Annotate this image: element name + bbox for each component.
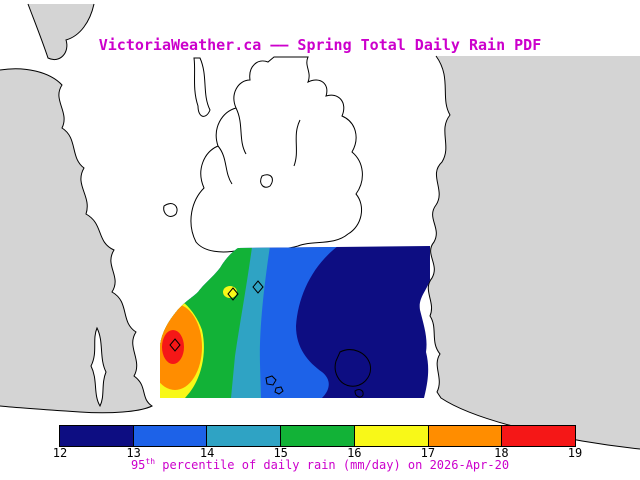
caption-superscript: th [145, 457, 156, 466]
coastline-top-left-island [27, 3, 95, 60]
inlet-notch [90, 326, 107, 408]
inlet-arm-west [193, 57, 211, 117]
colorbar [59, 425, 576, 447]
islet-race-1 [265, 375, 277, 386]
colorbar-segment-18-19 [502, 426, 576, 446]
colorbar-segment-12-13 [60, 426, 134, 446]
band-red-18-19 [162, 330, 184, 364]
caption: 95th percentile of daily rain (mm/day) o… [0, 457, 640, 472]
colorbar-tick-15: 15 [273, 446, 288, 460]
plot-title: VictoriaWeather.ca —— Spring Total Daily… [98, 36, 542, 54]
inlet-line-1 [235, 107, 247, 155]
colorbar-segment-17-18 [428, 426, 503, 446]
colorbar-ticks: 12 13 14 15 16 17 18 19 [53, 446, 582, 460]
colorbar-tick-13: 13 [126, 446, 141, 460]
colorbar-segment-14-15 [207, 426, 282, 446]
peninsula-outline [190, 56, 363, 253]
pond-outline [260, 174, 273, 188]
island-top-left [28, 4, 94, 60]
colorbar-tick-18: 18 [494, 446, 509, 460]
colorbar-tick-12: 12 [52, 446, 68, 460]
sea-right [428, 56, 640, 449]
sea-left [0, 68, 152, 413]
inlet-line-2 [293, 119, 301, 167]
caption-base: 95 [130, 458, 146, 472]
colorbar-segment-16-17 [354, 426, 429, 446]
station-marker-3 [252, 280, 264, 294]
coastline-right [427, 55, 640, 450]
colorbar-segment-13-14 [133, 426, 208, 446]
station-marker-1 [169, 338, 181, 352]
island-outline-east [334, 349, 371, 387]
islet-small [354, 389, 364, 398]
caption-rest: percentile of daily rain (mm/day) on 202… [155, 458, 510, 472]
colorbar-tick-17: 17 [420, 446, 436, 460]
colorbar-tick-16: 16 [347, 446, 362, 460]
colorbar-segment-15-16 [281, 426, 355, 446]
station-marker-2 [227, 287, 239, 301]
islet-race-2 [274, 386, 284, 395]
islet-west [163, 203, 178, 217]
coastline-left [0, 68, 153, 414]
inlet-line-3 [217, 145, 233, 185]
colorbar-tick-14: 14 [199, 446, 215, 460]
colorbar-tick-19: 19 [567, 446, 583, 460]
